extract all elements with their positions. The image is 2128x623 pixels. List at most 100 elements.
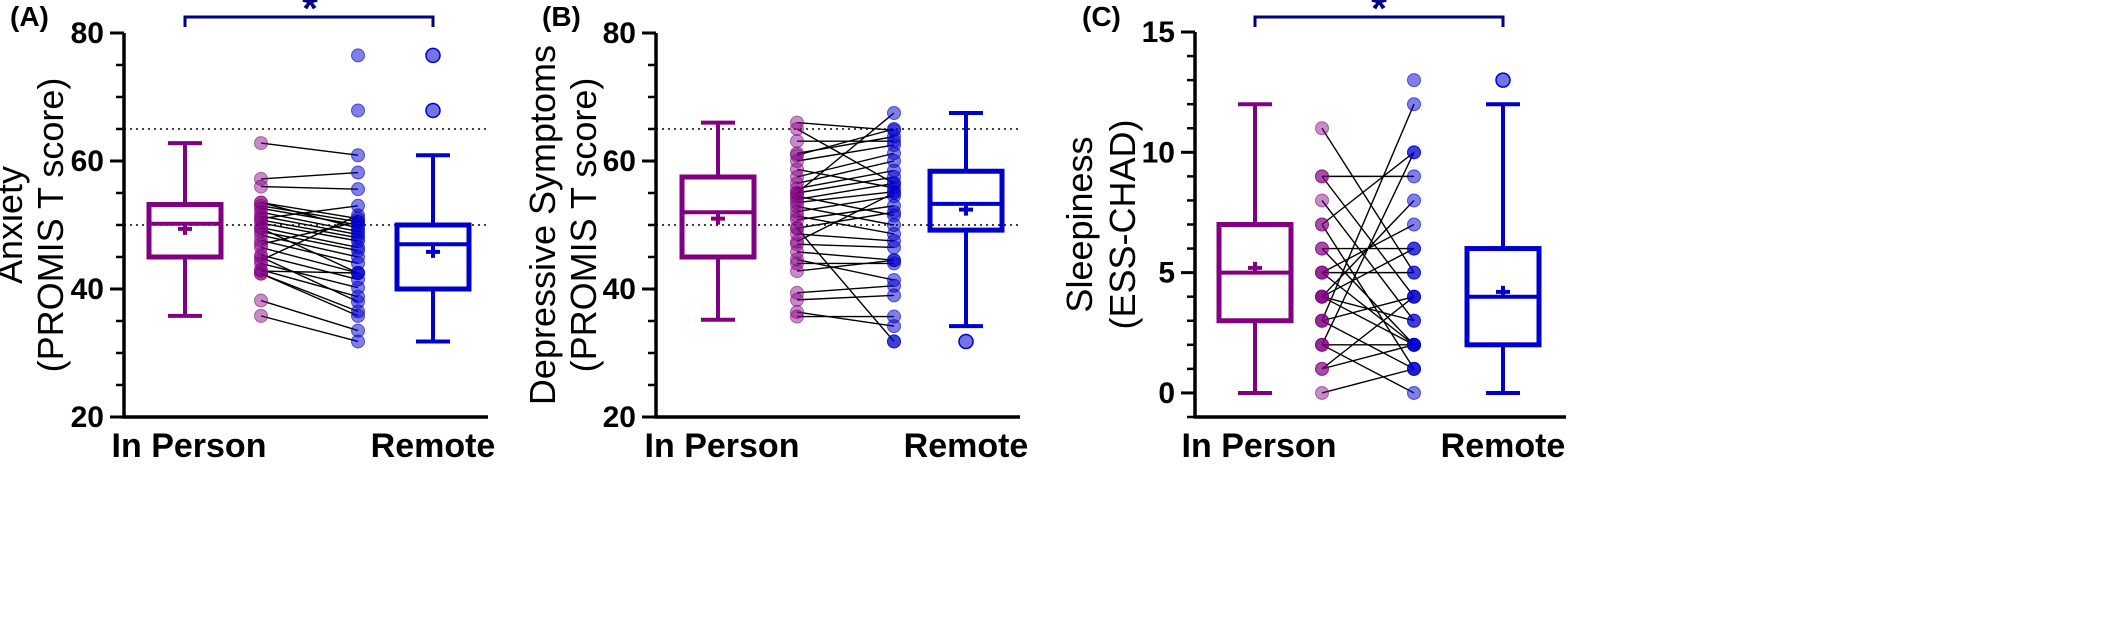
pair-line <box>260 272 359 317</box>
pair-line <box>796 182 895 201</box>
y-tick-label: 40 <box>603 273 636 306</box>
pair-line <box>260 270 359 274</box>
in-person-point <box>790 221 804 236</box>
remote-point <box>1407 217 1421 232</box>
in-person-point <box>254 250 268 264</box>
in-person-point <box>790 285 804 300</box>
in-person-point <box>1315 337 1329 352</box>
remote-point <box>1407 193 1421 208</box>
y-axis-title-line: Depressive Symptoms <box>522 45 563 405</box>
in-person-point <box>1315 289 1329 304</box>
pair-line <box>1321 344 1415 394</box>
y-tick-label: 60 <box>603 145 636 178</box>
remote-point <box>351 182 365 197</box>
remote-box-box <box>394 222 472 292</box>
remote-point <box>887 186 901 200</box>
remote-point <box>1407 361 1421 376</box>
pair-line <box>260 254 359 281</box>
x-category-label: In Person <box>1182 427 1337 465</box>
remote-point <box>1407 289 1421 304</box>
in-person-point <box>790 134 804 149</box>
pair-line <box>260 205 359 223</box>
significance-star: * <box>1371 0 1387 31</box>
in-person-point <box>1315 361 1329 376</box>
y-tick-label: 80 <box>603 17 636 50</box>
significance-bracket <box>1253 15 1505 27</box>
pair-line <box>796 251 895 261</box>
pair-line <box>796 176 895 194</box>
pair-line <box>796 243 895 249</box>
y-axis-title-line: (PROMIS T score) <box>30 78 71 373</box>
remote-box-mean <box>1496 285 1510 298</box>
pair-line <box>1321 296 1415 346</box>
in-person-point <box>254 237 268 252</box>
x-category-label: Remote <box>904 427 1029 465</box>
in-person-point <box>790 181 804 196</box>
in-person-point <box>254 308 268 323</box>
pair-line <box>260 171 359 180</box>
pair-line <box>260 315 359 343</box>
in-person-box-box <box>679 174 757 260</box>
remote-point <box>351 334 365 349</box>
pair-line <box>260 201 359 229</box>
remote-box-outlier <box>1495 72 1511 88</box>
remote-point <box>1407 73 1421 88</box>
in-person-point <box>1315 241 1329 256</box>
in-person-point <box>1315 169 1329 184</box>
pair-line <box>1321 247 1415 298</box>
y-tick-label: 40 <box>71 273 104 306</box>
pair-line <box>260 214 359 261</box>
panel-a: (A) Anxiety (PROMIS T score)20 40 60 80 In Per… <box>0 0 495 465</box>
pair-line <box>1321 175 1415 298</box>
pair-line <box>260 201 359 220</box>
y-tick-label: 15 <box>1142 16 1175 49</box>
panel-label: (A) <box>10 1 49 32</box>
remote-point <box>1407 241 1421 256</box>
in-person-point <box>790 186 804 200</box>
pair-line <box>796 211 895 229</box>
y-axis-title-line: Sleepiness <box>1059 136 1100 312</box>
y-tick-label: 0 <box>1158 377 1175 410</box>
x-category-label: In Person <box>112 427 267 465</box>
in-person-point <box>790 292 804 307</box>
remote-point <box>351 165 365 180</box>
remote-point <box>351 48 365 63</box>
remote-box-box <box>927 168 1005 233</box>
pair-line <box>260 230 359 252</box>
pair-line <box>260 299 359 332</box>
pair-line <box>796 195 895 213</box>
in-person-point <box>790 162 804 177</box>
in-person-point <box>790 122 804 136</box>
remote-point <box>351 294 365 309</box>
pair-line <box>260 246 359 274</box>
pair-line <box>796 128 895 185</box>
pair-line <box>260 269 359 298</box>
pair-line <box>796 259 895 272</box>
in-person-box-mean <box>711 212 725 225</box>
pair-line <box>260 185 359 190</box>
pair-line <box>1321 296 1415 322</box>
pair-line <box>260 222 359 242</box>
y-tick-label: 20 <box>71 401 104 434</box>
in-person-point <box>254 179 268 194</box>
in-person-point <box>254 201 268 216</box>
pair-line <box>1321 152 1415 346</box>
pair-line <box>796 128 895 156</box>
y-tick-label: 80 <box>71 17 104 50</box>
pair-line <box>260 234 359 258</box>
y-tick-label: 60 <box>71 145 104 178</box>
pair-line <box>796 311 895 327</box>
pair-line <box>1321 344 1415 370</box>
x-category-label: In Person <box>645 427 800 465</box>
pair-line <box>796 285 895 294</box>
remote-point <box>887 253 901 268</box>
pair-line <box>260 262 359 289</box>
in-person-point <box>790 309 804 324</box>
in-person-point <box>790 244 804 259</box>
pair-line <box>796 152 895 178</box>
pair-line <box>796 227 895 342</box>
remote-point <box>1407 265 1421 280</box>
in-person-point <box>254 221 268 236</box>
remote-point <box>351 266 365 280</box>
pair-line <box>260 215 359 236</box>
